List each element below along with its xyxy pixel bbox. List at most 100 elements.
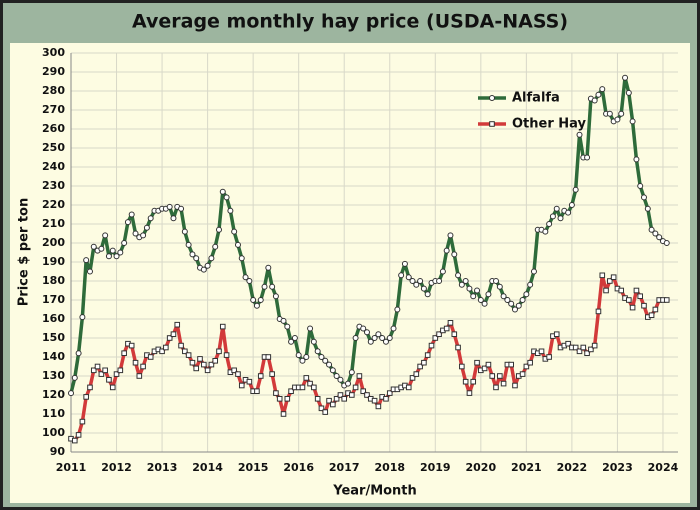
data-point	[238, 382, 245, 389]
data-point	[527, 359, 533, 366]
data-point	[87, 384, 93, 391]
data-point	[413, 371, 420, 377]
data-point	[523, 363, 530, 370]
data-point	[352, 335, 359, 341]
y-tick-label: 170	[42, 293, 65, 306]
chart-title: Average monthly hay price (USDA-NASS)	[132, 11, 568, 33]
data-point	[337, 392, 344, 398]
data-point	[257, 373, 264, 379]
y-tick-label: 180	[42, 274, 65, 287]
data-point	[140, 363, 146, 370]
data-point	[439, 268, 446, 275]
data-point	[254, 388, 260, 394]
data-point	[371, 335, 378, 341]
data-point	[341, 396, 348, 402]
data-point	[310, 338, 317, 345]
data-point	[626, 297, 632, 303]
data-point	[466, 285, 473, 292]
data-point	[314, 348, 321, 355]
data-point	[329, 367, 336, 374]
data-point	[159, 348, 165, 355]
data-point	[197, 356, 203, 362]
data-point	[124, 219, 131, 226]
data-point	[182, 348, 188, 355]
data-point	[174, 321, 181, 328]
data-point	[231, 228, 238, 235]
data-point	[383, 396, 389, 402]
data-point	[71, 374, 78, 381]
data-point	[546, 354, 552, 360]
data-point	[455, 344, 461, 351]
data-point	[280, 317, 287, 324]
data-point	[185, 241, 192, 248]
data-point	[102, 367, 108, 374]
data-point	[299, 384, 306, 391]
y-tick-label: 230	[42, 179, 65, 192]
data-point	[132, 230, 139, 237]
x-tick-label: 2011	[56, 461, 87, 474]
data-point	[360, 325, 367, 332]
data-point	[622, 74, 629, 81]
data-point	[352, 384, 359, 391]
data-point	[223, 194, 230, 201]
y-tick-label: 250	[42, 141, 65, 154]
data-point	[189, 251, 196, 258]
data-point	[382, 338, 389, 345]
y-tick-label: 270	[42, 103, 65, 116]
x-tick-label: 2014	[192, 461, 223, 474]
y-tick-label: 160	[42, 312, 65, 325]
data-point	[143, 224, 150, 231]
data-point	[348, 369, 355, 376]
data-point	[519, 371, 526, 377]
data-point	[147, 215, 154, 222]
data-point	[257, 297, 264, 303]
data-point	[485, 291, 492, 298]
data-point	[227, 207, 234, 214]
data-point	[610, 274, 617, 280]
data-point	[607, 278, 613, 284]
plot-background	[10, 43, 690, 503]
data-point	[497, 373, 503, 379]
legend-label: Alfalfa	[512, 91, 560, 106]
data-point	[79, 314, 86, 321]
data-point	[102, 232, 109, 239]
data-point	[204, 262, 211, 269]
data-point	[208, 255, 215, 262]
data-point	[261, 283, 268, 290]
data-point	[215, 226, 222, 233]
data-point	[398, 272, 405, 279]
data-point	[614, 116, 621, 123]
data-point	[462, 378, 469, 385]
data-point	[553, 331, 560, 337]
data-point	[333, 396, 340, 402]
data-point	[75, 432, 82, 438]
data-point	[420, 285, 427, 292]
data-point	[474, 287, 481, 294]
data-point	[246, 378, 253, 385]
data-point	[166, 203, 173, 210]
data-point	[318, 405, 325, 412]
data-point	[113, 253, 120, 260]
data-point	[193, 365, 200, 372]
data-point	[493, 384, 499, 391]
data-point	[637, 293, 644, 299]
data-point	[386, 335, 393, 341]
data-point	[417, 278, 424, 284]
data-point	[386, 390, 393, 396]
data-point	[656, 234, 663, 241]
data-point	[280, 411, 287, 417]
data-point	[641, 302, 647, 309]
data-point	[322, 357, 329, 364]
x-tick-label: 2020	[466, 461, 497, 474]
data-point	[356, 373, 363, 379]
data-point	[269, 371, 275, 377]
data-point	[637, 183, 644, 189]
data-point	[409, 375, 416, 381]
data-point	[337, 376, 344, 383]
data-point	[288, 338, 295, 345]
data-point	[307, 380, 313, 387]
data-point	[618, 110, 625, 117]
data-point	[648, 312, 655, 318]
data-point	[375, 403, 382, 410]
